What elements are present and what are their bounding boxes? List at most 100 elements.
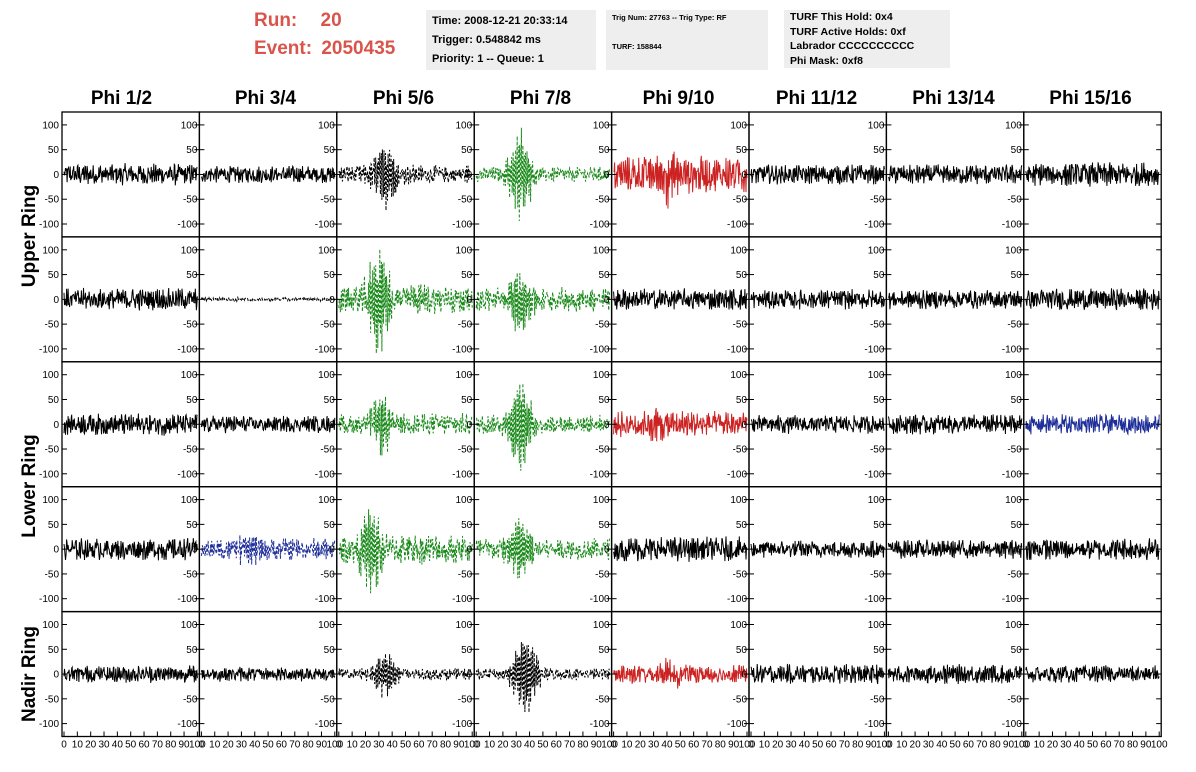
y-tick-label: 100	[456, 620, 473, 631]
y-tick-label: 50	[186, 520, 198, 531]
y-tick-label: 50	[873, 145, 885, 156]
y-tick-label: 100	[868, 120, 885, 131]
y-tick-label: -50	[183, 694, 198, 705]
x-tick-label: 20	[635, 740, 647, 751]
y-tick-label: 50	[186, 145, 198, 156]
x-tick-label: 20	[223, 740, 235, 751]
y-tick-label: 0	[467, 420, 473, 431]
x-tick-label: 100	[601, 740, 618, 751]
y-tick-label: 50	[736, 645, 748, 656]
y-tick-label: -100	[590, 469, 610, 480]
y-tick-label: 100	[1005, 245, 1022, 256]
y-tick-label: -100	[864, 594, 884, 605]
y-tick-label: -100	[315, 344, 335, 355]
x-tick-label: 40	[249, 740, 261, 751]
waveform-line-r5-c8	[1025, 664, 1160, 683]
y-tick-label: -50	[595, 195, 610, 206]
waveform-line-r1-c3	[338, 149, 473, 211]
x-tick-label: 0	[886, 740, 892, 751]
y-tick-label: 50	[598, 145, 610, 156]
y-tick-label: 0	[879, 670, 885, 681]
x-tick-label: 60	[688, 740, 700, 751]
y-tick-label: 50	[736, 520, 748, 531]
y-tick-label: -100	[452, 344, 472, 355]
y-tick-label: -50	[1007, 694, 1022, 705]
y-tick-label: 100	[593, 120, 610, 131]
x-tick-label: 60	[413, 740, 425, 751]
x-tick-label: 70	[427, 740, 439, 751]
y-tick-label: 100	[318, 495, 335, 506]
y-tick-label: -100	[727, 719, 747, 730]
y-tick-label: -50	[595, 320, 610, 331]
y-tick-label: 100	[181, 120, 198, 131]
y-tick-label: 100	[318, 245, 335, 256]
x-tick-label: 0	[336, 740, 342, 751]
y-tick-label: -50	[870, 445, 885, 456]
waveform-line-r3-c2	[200, 415, 336, 434]
x-tick-label: 20	[772, 740, 784, 751]
y-tick-label: 100	[593, 495, 610, 506]
y-tick-label: 100	[593, 620, 610, 631]
y-tick-label: 50	[598, 645, 610, 656]
y-tick-label: 0	[879, 295, 885, 306]
x-tick-label: 60	[138, 740, 150, 751]
y-tick-label: -50	[870, 694, 885, 705]
x-tick-label: 60	[276, 740, 288, 751]
x-tick-label: 40	[1074, 740, 1086, 751]
y-tick-label: 0	[329, 295, 335, 306]
y-tick-label: 50	[1011, 270, 1023, 281]
y-tick-label: 100	[1005, 370, 1022, 381]
y-tick-label: 100	[868, 370, 885, 381]
y-tick-label: 100	[730, 370, 747, 381]
y-tick-label: -50	[870, 569, 885, 580]
y-tick-label: 100	[456, 495, 473, 506]
x-tick-label: 100	[1013, 740, 1030, 751]
y-tick-label: -100	[864, 219, 884, 230]
y-tick-label: -100	[177, 594, 197, 605]
y-tick-label: -100	[177, 219, 197, 230]
y-tick-label: 100	[868, 245, 885, 256]
y-tick-label: 0	[53, 170, 59, 181]
x-tick-label: 30	[785, 740, 797, 751]
y-tick-label: -100	[727, 594, 747, 605]
col-header-8: Phi 15/16	[1049, 88, 1132, 109]
y-tick-label: 100	[456, 245, 473, 256]
y-tick-label: 0	[329, 420, 335, 431]
x-tick-label: 0	[473, 740, 479, 751]
y-tick-label: -100	[177, 344, 197, 355]
y-tick-label: 50	[873, 520, 885, 531]
y-tick-label: 50	[48, 645, 60, 656]
y-tick-label: 50	[461, 520, 473, 531]
y-tick-label: 0	[192, 170, 198, 181]
x-tick-label: 70	[289, 740, 301, 751]
waveform-line-r3-c4	[475, 383, 611, 471]
y-tick-label: 0	[604, 295, 610, 306]
x-tick-label: 20	[1047, 740, 1059, 751]
x-tick-label: 70	[564, 740, 576, 751]
y-tick-label: 50	[324, 645, 336, 656]
y-tick-label: -50	[1007, 445, 1022, 456]
y-tick-label: 50	[186, 395, 198, 406]
time-info-box: Time: 2008-12-21 20:33:14 Trigger: 0.548…	[426, 10, 596, 70]
y-tick-label: -50	[595, 445, 610, 456]
y-tick-label: 100	[593, 245, 610, 256]
y-tick-label: 0	[192, 420, 198, 431]
y-tick-label: 0	[467, 670, 473, 681]
y-tick-label: -50	[870, 195, 885, 206]
y-tick-label: -50	[320, 320, 335, 331]
y-tick-label: 0	[741, 545, 747, 556]
y-tick-label: -100	[452, 594, 472, 605]
y-tick-label: 100	[42, 495, 59, 506]
y-tick-label: -100	[590, 594, 610, 605]
waveform-line-r5-c2	[200, 666, 336, 682]
y-tick-label: 0	[467, 545, 473, 556]
y-tick-label: 0	[467, 170, 473, 181]
y-tick-label: -100	[590, 344, 610, 355]
y-tick-label: 50	[873, 270, 885, 281]
y-tick-label: 100	[730, 245, 747, 256]
y-tick-label: -50	[45, 445, 60, 456]
x-tick-label: 80	[715, 740, 727, 751]
x-tick-label: 10	[1034, 740, 1046, 751]
waveform-line-r4-c2	[200, 535, 336, 566]
